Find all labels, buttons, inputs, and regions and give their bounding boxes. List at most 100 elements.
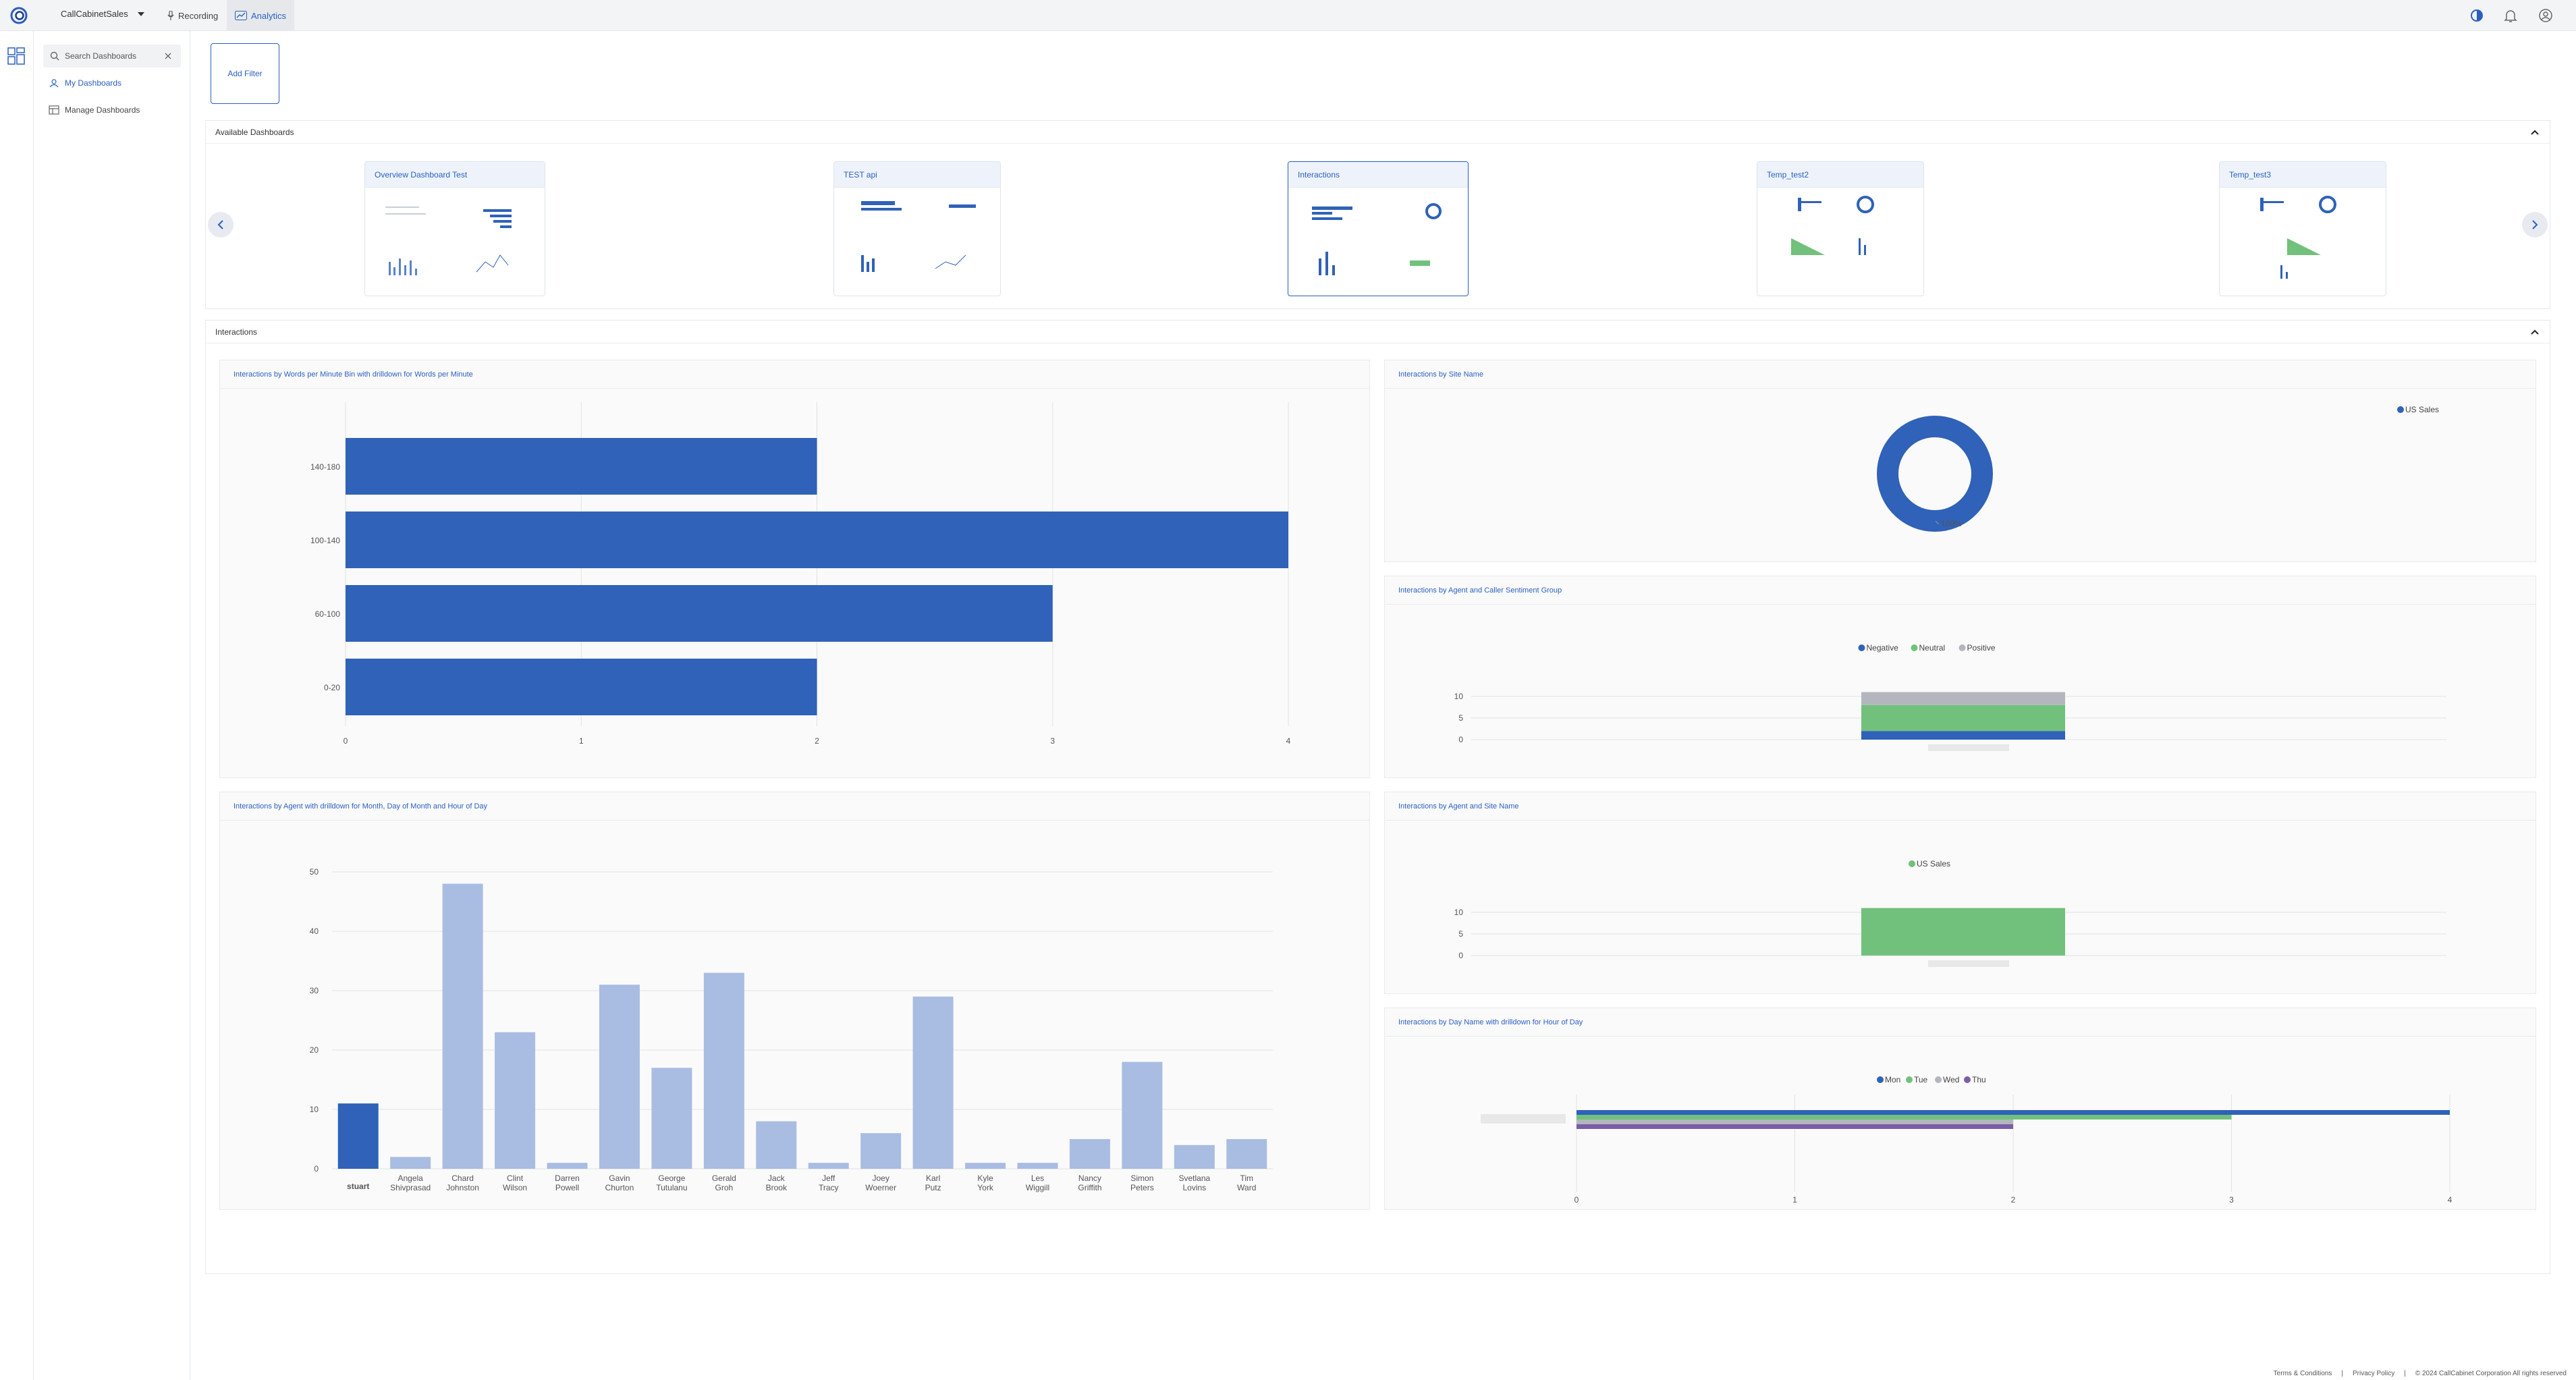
available-dashboards-panel: Available Dashboards Overview Dashboard … (205, 120, 2550, 309)
x-tick-label: Angela (398, 1174, 423, 1183)
dashboard-thumbnail[interactable]: Overview Dashboard Test (364, 161, 545, 296)
tab-recording[interactable]: Recording (159, 0, 226, 31)
chart-card-agent-site: Interactions by Agent and Site Name US S… (1384, 792, 2536, 994)
y-tick-label: 5 (1458, 929, 1463, 939)
y-tick-label: 5 (1458, 713, 1463, 723)
x-tick-label: Groh (715, 1183, 733, 1192)
x-tick-label: Peters (1130, 1183, 1154, 1192)
tab-analytics[interactable]: Analytics (227, 0, 295, 31)
legend-marker (1911, 644, 1918, 651)
add-filter-button[interactable]: Add Filter (211, 43, 279, 104)
x-tick-label: 1 (1792, 1195, 1797, 1205)
agent-bar-chart[interactable]: 50403020100stuartAngelaShivprasadChardJo… (220, 821, 1371, 1211)
x-tick-label: Tutulanu (656, 1183, 687, 1192)
main-content: Add Filter Available Dashboards Overview… (190, 31, 2576, 1380)
chart-title[interactable]: Interactions by Agent and Caller Sentime… (1385, 576, 2536, 605)
dashboard-thumbnail[interactable]: Interactions (1288, 161, 1469, 296)
bar-segment (1861, 731, 2065, 740)
x-tick-label: Brook (766, 1183, 788, 1192)
sidebar-item-manage-dashboards[interactable]: Manage Dashboards (49, 105, 140, 115)
callcabinet-logo-icon[interactable] (9, 6, 28, 25)
x-tick-label: Kyle (977, 1174, 993, 1183)
blurred-agent-label (1481, 1114, 1566, 1124)
bar (1861, 908, 2065, 956)
theme-toggle-icon[interactable] (2469, 7, 2485, 24)
legend-marker (1906, 1076, 1913, 1083)
blurred-agent-label (1928, 960, 2009, 967)
legend-label: Tue (1914, 1075, 1928, 1084)
chevron-up-icon[interactable] (2529, 327, 2540, 337)
left-rail (0, 31, 34, 1380)
dashboard-thumbnail[interactable]: TEST api (833, 161, 1001, 296)
chart-title[interactable]: Interactions by Site Name (1385, 360, 2536, 389)
legend-label: Thu (1972, 1075, 1986, 1084)
x-tick-label: Simon (1130, 1174, 1153, 1183)
sentiment-stacked-chart[interactable]: Negative Neutral Positive 10 5 0 (1385, 605, 2537, 779)
x-tick-label: stuart (347, 1182, 369, 1191)
thumbnail-title: TEST api (834, 162, 1000, 188)
agent-site-bar-chart[interactable]: US Sales 10 5 0 (1385, 821, 2537, 995)
chart-title[interactable]: Interactions by Words per Minute Bin wit… (220, 360, 1369, 389)
thumbnail-title: Temp_test3 (2220, 162, 2386, 188)
chart-card-wpm: Interactions by Words per Minute Bin wit… (219, 360, 1370, 778)
dayname-bar-chart[interactable]: Mon Tue Wed Thu 0 1 2 3 4 (1385, 1037, 2537, 1211)
bar (442, 883, 483, 1169)
chart-card-sentiment: Interactions by Agent and Caller Sentime… (1384, 576, 2536, 778)
chart-title[interactable]: Interactions by Day Name with drilldown … (1385, 1008, 2536, 1037)
dashboards-icon[interactable] (7, 47, 25, 65)
legend-marker (1935, 1076, 1942, 1083)
y-tick-label: 10 (1454, 908, 1464, 917)
wpm-bar-chart[interactable]: 0 1 2 3 4 140-180 100-140 60-100 0-20 (220, 389, 1371, 779)
sidebar-item-my-dashboards[interactable]: My Dashboards (49, 78, 121, 88)
dashboard-thumbnail[interactable]: Temp_test3 (2219, 161, 2386, 296)
bar (965, 1163, 1006, 1169)
company-selector[interactable]: CallCabinetSales (61, 9, 144, 19)
panel-title: Interactions (215, 327, 258, 337)
x-tick-label: Shivprasad (390, 1183, 431, 1192)
terms-link[interactable]: Terms & Conditions (2273, 1370, 2332, 1377)
y-tick-label: 100-140 (310, 536, 340, 545)
legend-label: Neutral (1919, 643, 1946, 653)
x-tick-label: 2 (815, 736, 819, 746)
x-tick-label: Jeff (822, 1174, 835, 1183)
search-input[interactable] (65, 51, 159, 61)
x-tick-label: Tim (1240, 1174, 1254, 1183)
thumbnail-title: Temp_test2 (1757, 162, 1923, 188)
legend-marker (1858, 644, 1865, 651)
panel-header: Available Dashboards (206, 121, 2550, 144)
search-icon (50, 51, 59, 61)
user-profile-icon[interactable] (2538, 7, 2554, 24)
bar (1577, 1120, 2013, 1124)
panel-header: Interactions (206, 321, 2550, 343)
chart-title[interactable]: Interactions by Agent and Site Name (1385, 792, 2536, 821)
user-dashboards-icon (49, 79, 59, 88)
data-label-leader (1935, 520, 1940, 525)
y-tick-label: 0 (1458, 735, 1463, 744)
close-icon[interactable] (165, 53, 171, 59)
privacy-link[interactable]: Privacy Policy (2352, 1370, 2395, 1377)
x-tick-label: 0 (344, 736, 348, 746)
chart-title[interactable]: Interactions by Agent with drilldown for… (220, 792, 1369, 821)
search-box (43, 45, 181, 67)
legend-marker (1964, 1076, 1971, 1083)
bar-segment (1861, 692, 2065, 705)
x-tick-label: Gerald (712, 1174, 736, 1183)
bar (1069, 1139, 1110, 1169)
chevron-up-icon[interactable] (2529, 127, 2540, 138)
dashboard-thumbnail[interactable]: Temp_test2 (1757, 161, 1924, 296)
manage-dashboards-icon (49, 105, 59, 115)
y-tick-label: 30 (310, 986, 319, 995)
carousel-next-button[interactable] (2522, 212, 2548, 238)
site-donut-chart[interactable]: 100% US Sales (1385, 389, 2537, 563)
bar (703, 972, 744, 1169)
x-tick-label: Lovins (1182, 1183, 1206, 1192)
chart-card-agent: Interactions by Agent with drilldown for… (219, 792, 1370, 1210)
bar (346, 585, 1053, 642)
legend-marker (1958, 644, 1966, 651)
carousel-prev-button[interactable] (208, 212, 234, 238)
bar (912, 996, 954, 1169)
notification-bell-icon[interactable] (2502, 7, 2519, 24)
copyright-text: © 2024 CallCabinet Corporation All right… (2415, 1370, 2567, 1377)
x-tick-label: Les (1031, 1174, 1044, 1183)
thumbnail-preview (385, 206, 512, 275)
